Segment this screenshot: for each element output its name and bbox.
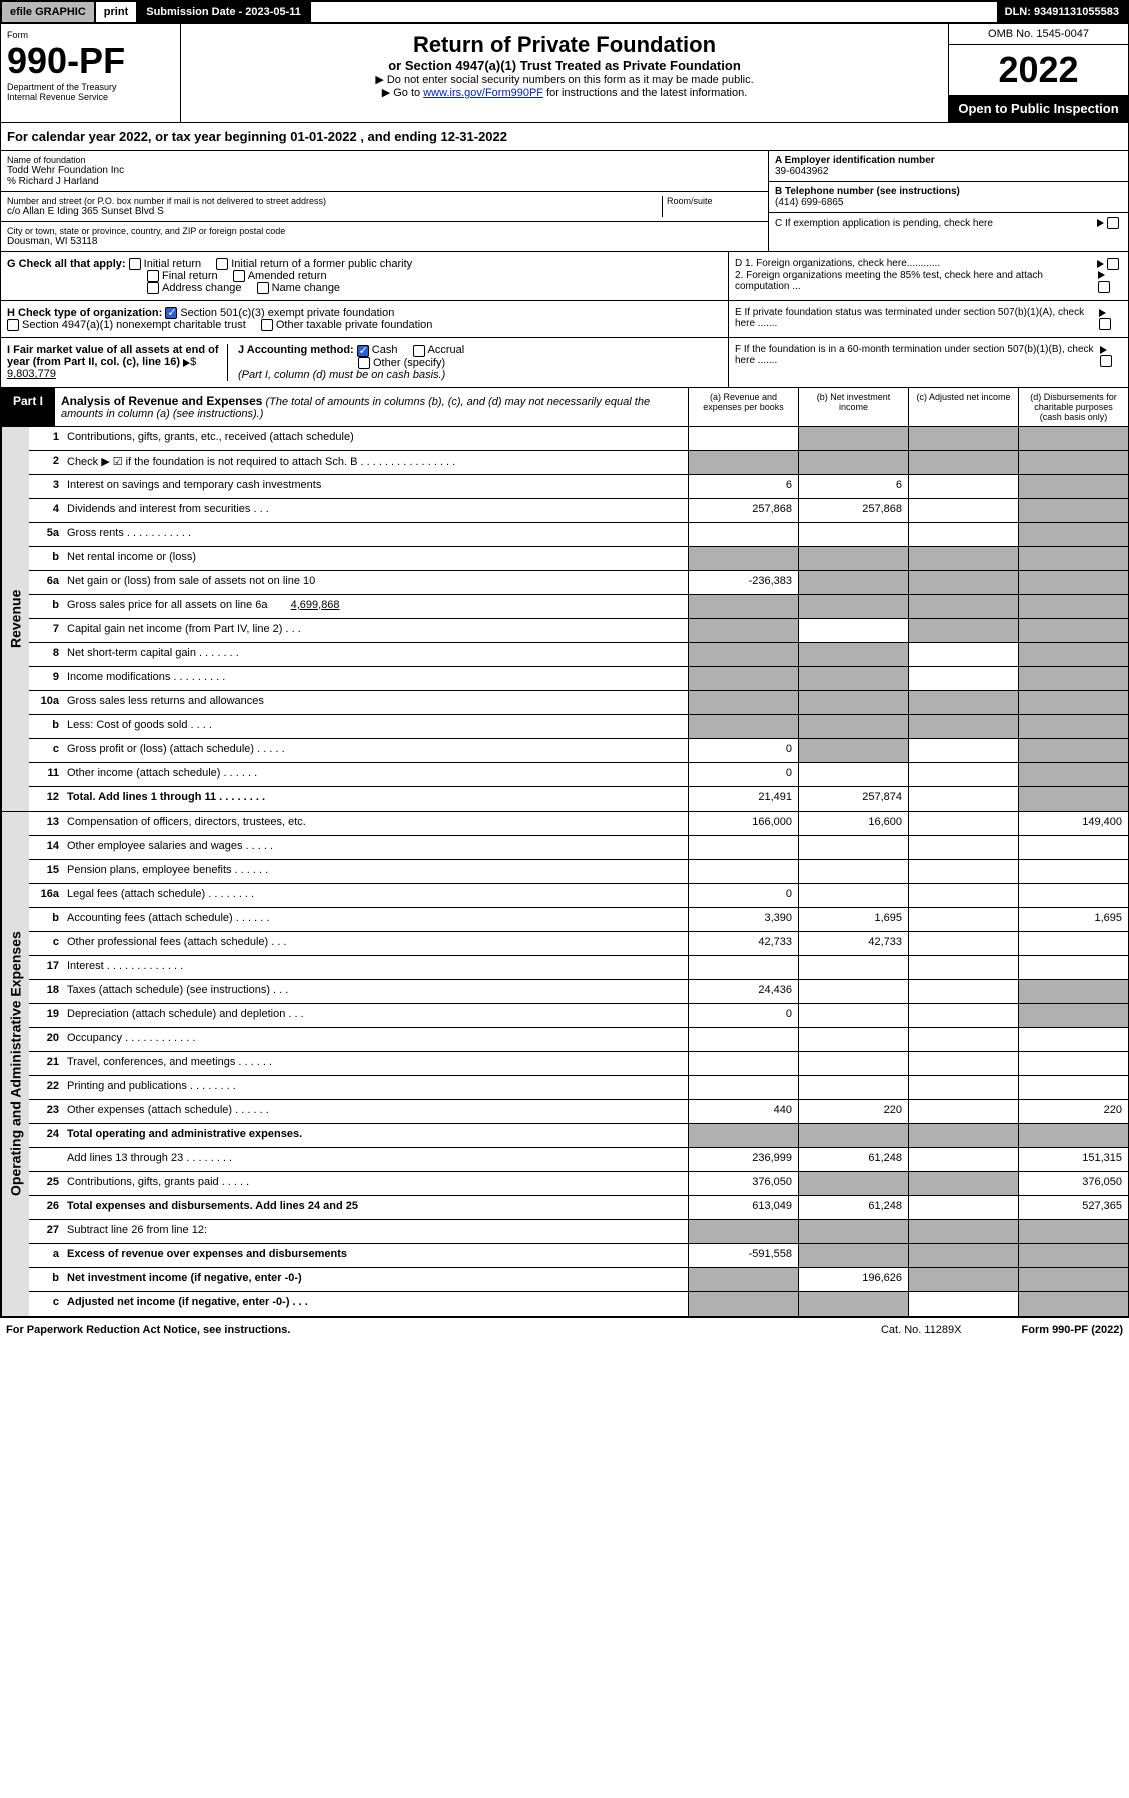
city-label: City or town, state or province, country… [7, 226, 762, 236]
part1-tab: Part I [1, 388, 55, 426]
d1: D 1. Foreign organizations, check here..… [735, 258, 940, 270]
revenue-side-label: Revenue [1, 427, 29, 811]
revenue-table: Revenue 1Contributions, gifts, grants, e… [0, 427, 1129, 812]
addr-label: Number and street (or P.O. box number if… [7, 196, 662, 206]
col-c-hdr: (c) Adjusted net income [908, 388, 1018, 426]
arrow-icon [1097, 260, 1104, 268]
col-a-hdr: (a) Revenue and expenses per books [688, 388, 798, 426]
foundation-name: Todd Wehr Foundation Inc [7, 165, 762, 176]
address: c/o Allan E Iding 365 Sunset Blvd S [7, 206, 662, 217]
d2-checkbox[interactable] [1098, 281, 1110, 293]
g-final-checkbox[interactable] [147, 270, 159, 282]
top-bar: efile GRAPHIC print Submission Date - 20… [0, 0, 1129, 24]
f: F If the foundation is in a 60-month ter… [735, 344, 1100, 367]
h-other-checkbox[interactable] [261, 319, 273, 331]
col-d-hdr: (d) Disbursements for charitable purpose… [1018, 388, 1128, 426]
print-button[interactable]: print [96, 2, 138, 22]
arrow-icon [1098, 271, 1105, 279]
name-label: Name of foundation [7, 155, 762, 165]
col-b-hdr: (b) Net investment income [798, 388, 908, 426]
form-title: Return of Private Foundation [189, 32, 940, 58]
city: Dousman, WI 53118 [7, 236, 762, 247]
j-other-checkbox[interactable] [358, 357, 370, 369]
e-checkbox[interactable] [1099, 318, 1111, 330]
page-footer: For Paperwork Reduction Act Notice, see … [0, 1317, 1129, 1342]
section-ij: I Fair market value of all assets at end… [0, 338, 1129, 387]
g-address-checkbox[interactable] [147, 282, 159, 294]
form-subtitle: or Section 4947(a)(1) Trust Treated as P… [189, 58, 940, 73]
arrow-icon [1100, 346, 1107, 354]
footer-right: Form 990-PF (2022) [1022, 1324, 1124, 1336]
dln: DLN: 93491131055583 [997, 2, 1127, 22]
d1-checkbox[interactable] [1107, 258, 1119, 270]
arrow-icon [1099, 309, 1106, 317]
form-number: 990-PF [7, 40, 174, 82]
foundation-info: Name of foundation Todd Wehr Foundation … [0, 151, 1129, 252]
instructions-link[interactable]: www.irs.gov/Form990PF [423, 87, 543, 99]
ein-label: A Employer identification number [775, 155, 1122, 166]
footer-left: For Paperwork Reduction Act Notice, see … [6, 1324, 290, 1336]
ein: 39-6043962 [775, 166, 1122, 177]
section-h: H Check type of organization: Section 50… [0, 301, 1129, 338]
j-cash-checkbox[interactable] [357, 345, 369, 357]
open-public: Open to Public Inspection [949, 95, 1128, 122]
phone-label: B Telephone number (see instructions) [775, 186, 1122, 197]
section-g: G Check all that apply: Initial return I… [0, 252, 1129, 301]
arrow-icon [1097, 219, 1104, 227]
exemption-label: C If exemption application is pending, c… [775, 218, 993, 229]
i-value: 9,803,779 [7, 368, 56, 380]
submission-date: Submission Date - 2023-05-11 [138, 2, 311, 22]
form-label: Form [7, 30, 174, 40]
g-name-checkbox[interactable] [257, 282, 269, 294]
g-label: G Check all that apply: [7, 258, 126, 270]
h-501c3-checkbox[interactable] [165, 307, 177, 319]
phone: (414) 699-6865 [775, 197, 1122, 208]
e: E If private foundation status was termi… [735, 307, 1099, 330]
j-accrual-checkbox[interactable] [413, 345, 425, 357]
h-label: H Check type of organization: [7, 307, 162, 319]
footer-mid: Cat. No. 11289X [881, 1324, 962, 1336]
tax-year: 2022 [949, 45, 1128, 95]
arrow-icon [183, 359, 190, 367]
exemption-checkbox[interactable] [1107, 217, 1119, 229]
irs: Internal Revenue Service [7, 92, 174, 102]
part1-header: Part I Analysis of Revenue and Expenses … [0, 388, 1129, 427]
note1: ▶ Do not enter social security numbers o… [189, 73, 940, 86]
note2: ▶ Go to www.irs.gov/Form990PF for instru… [189, 86, 940, 99]
part1-title: Analysis of Revenue and Expenses [61, 394, 262, 408]
efile-label: efile GRAPHIC [2, 2, 96, 22]
dept: Department of the Treasury [7, 82, 174, 92]
form-header: Form 990-PF Department of the Treasury I… [0, 24, 1129, 123]
h-4947-checkbox[interactable] [7, 319, 19, 331]
d2: 2. Foreign organizations meeting the 85%… [735, 270, 1098, 293]
room-label: Room/suite [667, 196, 762, 206]
j-note: (Part I, column (d) must be on cash basi… [238, 369, 445, 381]
f-checkbox[interactable] [1100, 355, 1112, 367]
omb-number: OMB No. 1545-0047 [949, 24, 1128, 45]
calendar-year: For calendar year 2022, or tax year begi… [0, 123, 1129, 151]
care-of: % Richard J Harland [7, 176, 762, 187]
opex-side-label: Operating and Administrative Expenses [1, 812, 29, 1316]
j-label: J Accounting method: [238, 344, 354, 356]
g-amended-checkbox[interactable] [233, 270, 245, 282]
g-initial-checkbox[interactable] [129, 258, 141, 270]
expenses-table: Operating and Administrative Expenses 13… [0, 812, 1129, 1317]
g-former-checkbox[interactable] [216, 258, 228, 270]
